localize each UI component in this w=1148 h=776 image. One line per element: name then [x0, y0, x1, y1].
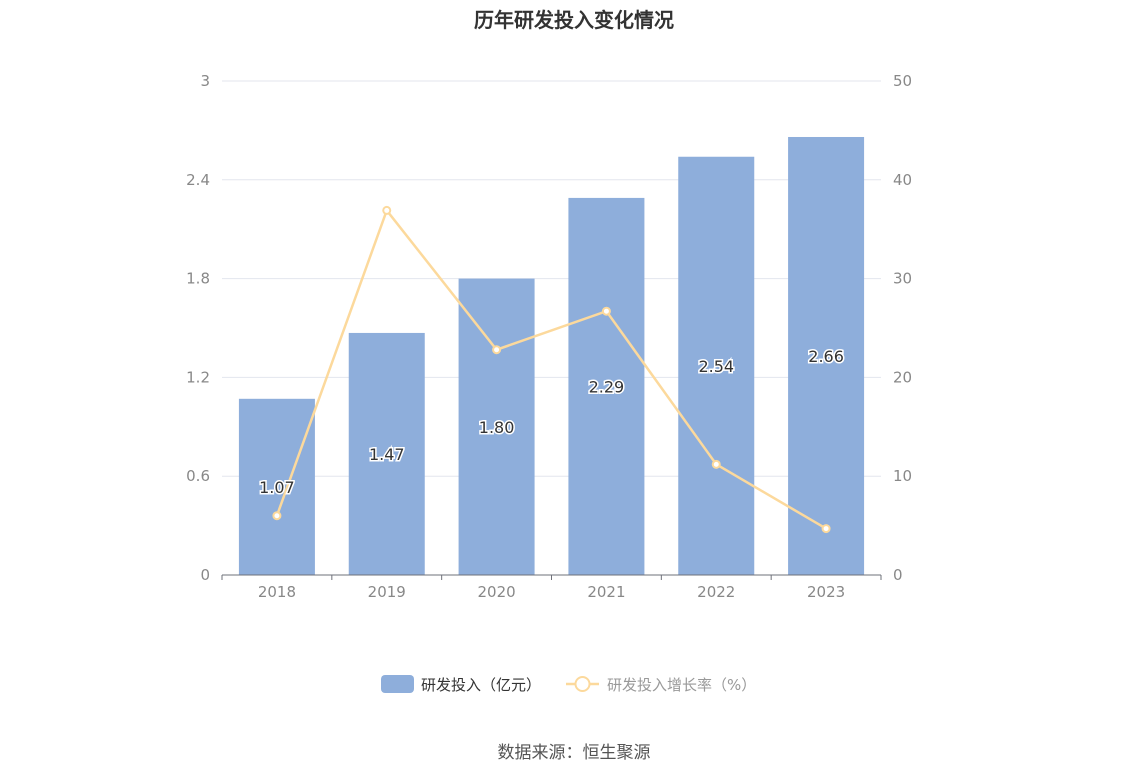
bar-data-label: 1.80 — [479, 418, 515, 437]
bar-data-label: 2.66 — [808, 347, 844, 366]
x-tick-label: 2019 — [368, 583, 406, 601]
bar-data-label: 1.47 — [369, 445, 405, 464]
growth-point — [382, 205, 392, 215]
x-tick-label: 2021 — [587, 583, 625, 601]
y-right-tick-label: 30 — [893, 270, 912, 288]
growth-line — [275, 207, 827, 530]
growth-point — [711, 459, 721, 469]
y-right-tick-label: 0 — [893, 566, 903, 584]
bar-series — [238, 136, 865, 575]
data-source-note: 数据来源：恒生聚源 — [497, 743, 651, 763]
growth-point — [492, 345, 502, 355]
bar-data-labels: 1.07 1.47 1.80 2.29 2.54 2.66 — [258, 345, 846, 498]
bar-data-label: 2.29 — [589, 377, 625, 396]
y-left-tick-label: 1.2 — [186, 368, 210, 386]
y-right-tick-label: 20 — [893, 368, 912, 386]
y-left-tick-label: 0.6 — [186, 467, 210, 485]
bar — [348, 332, 425, 575]
bar — [678, 156, 755, 575]
x-tick-label: 2022 — [697, 583, 735, 601]
chart-title: 历年研发投入变化情况 — [474, 8, 674, 32]
line-series — [272, 205, 831, 534]
growth-point — [601, 306, 611, 316]
growth-point — [821, 524, 831, 534]
x-tick-label: 2020 — [477, 583, 515, 601]
bar — [788, 136, 865, 575]
bar-data-label: 1.07 — [259, 478, 295, 497]
y-left-tick-label: 3 — [200, 72, 210, 90]
legend-bar-label: 研发投入（亿元） — [421, 676, 541, 694]
y-right-tick-label: 10 — [893, 467, 912, 485]
bar-data-label: 2.54 — [698, 357, 734, 376]
growth-point — [272, 511, 282, 521]
y-left-tick-label: 0 — [200, 566, 210, 584]
bar — [458, 278, 535, 575]
y-right-tick-label: 50 — [893, 72, 912, 90]
y-right-tick-label: 40 — [893, 171, 912, 189]
legend-line-marker — [574, 676, 591, 692]
legend[interactable]: 研发投入（亿元） 研发投入增长率（%） — [381, 675, 756, 694]
bar — [568, 197, 645, 575]
y-left-tick-label: 1.8 — [186, 270, 210, 288]
bar — [238, 398, 315, 575]
legend-line-label: 研发投入增长率（%） — [607, 676, 756, 694]
y-left-tick-label: 2.4 — [186, 171, 210, 189]
axes: 0 0 0.6 10 1.2 20 1.8 30 2.4 40 3 50 2018 2019 2020 202… — [186, 72, 912, 601]
x-tick-label: 2023 — [807, 583, 845, 601]
legend-bar-swatch — [381, 675, 414, 693]
grid-lines — [222, 80, 881, 477]
x-tick-label: 2018 — [258, 583, 296, 601]
